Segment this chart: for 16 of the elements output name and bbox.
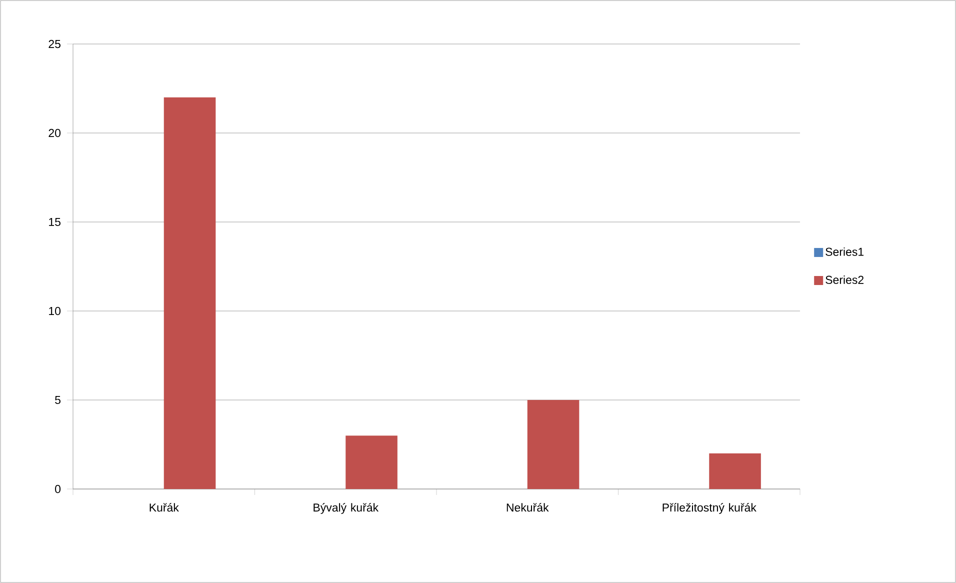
- x-tick-label: Bývalý kuřák: [314, 503, 379, 514]
- y-tick-label: 20: [48, 128, 61, 138]
- bar: [164, 97, 216, 489]
- x-tick-label: Příležitostný kuřák: [662, 503, 756, 514]
- legend-label: Series1: [826, 247, 864, 256]
- legend-label: Series2: [826, 275, 864, 284]
- y-tick-label: 5: [55, 396, 60, 404]
- x-tick-label: Kuřák: [150, 503, 179, 512]
- y-tick-label: 10: [49, 306, 61, 316]
- y-tick-label: 0: [55, 484, 61, 494]
- bar: [527, 400, 580, 489]
- bar: [346, 436, 398, 489]
- x-tick-label: Nekuřák: [506, 503, 549, 512]
- y-tick-label: 25: [48, 40, 60, 48]
- y-tick-label: 15: [49, 218, 60, 226]
- bar: [709, 453, 761, 489]
